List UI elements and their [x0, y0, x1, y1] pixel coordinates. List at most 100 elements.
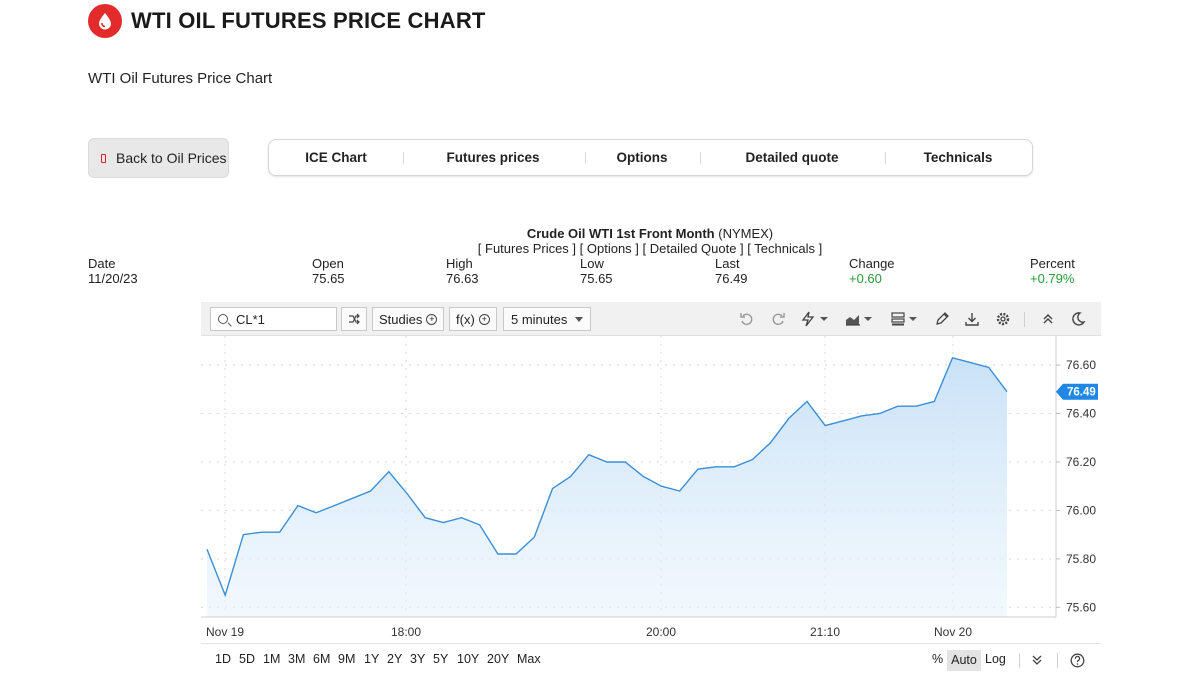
oil-barrel-icon [101, 153, 106, 163]
stat-label: Percent [1030, 256, 1075, 271]
logo [88, 4, 122, 38]
x-tick-label: 20:00 [646, 625, 676, 639]
draw-tools-icon[interactable] [800, 311, 830, 327]
range-3y[interactable]: 3Y [410, 652, 426, 666]
chart-area [206, 356, 1008, 617]
y-tick-label: 76.20 [1066, 455, 1096, 469]
undo-icon[interactable] [739, 311, 755, 327]
fx-button[interactable]: f(x) + [449, 307, 497, 331]
tab-ice-chart[interactable]: ICE Chart [305, 150, 367, 165]
interval-label: 5 minutes [511, 311, 568, 327]
settings-icon[interactable] [995, 311, 1011, 327]
last-price-marker: 76.49 [1056, 383, 1098, 400]
range-3m[interactable]: 3M [288, 652, 306, 666]
range-separator [1057, 653, 1058, 668]
tab-separator [700, 152, 701, 164]
stat-label: Open [312, 256, 344, 271]
x-tick-label: Nov 19 [206, 625, 244, 639]
stat-percent: Percent +0.79% [1030, 256, 1075, 286]
compare-button[interactable] [341, 307, 367, 331]
stat-label: Low [580, 256, 604, 271]
plus-icon: + [478, 313, 490, 325]
range-1d[interactable]: 1D [215, 652, 231, 666]
chart-type-icon[interactable] [844, 311, 874, 327]
price-chart[interactable]: 76.60 76.40 76.20 76.00 75.80 75.60 Nov 19 18:… [201, 336, 1101, 643]
expand-down-icon[interactable] [1031, 654, 1043, 666]
quote-links[interactable]: [ Futures Prices ] [ Options ] [ Detaile… [477, 241, 823, 256]
stat-date: Date 11/20/23 [88, 256, 138, 286]
quote-exchange: (NYMEX) [718, 226, 774, 241]
range-5y[interactable]: 5Y [433, 652, 449, 666]
stat-label: High [446, 256, 473, 271]
auto-scale-button[interactable]: Auto [947, 650, 981, 671]
range-5d[interactable]: 5D [239, 652, 255, 666]
toolbar-separator [1024, 312, 1025, 327]
interval-select[interactable]: 5 minutes [503, 307, 591, 331]
range-1y[interactable]: 1Y [364, 652, 380, 666]
redo-icon[interactable] [770, 311, 786, 327]
pencil-icon[interactable] [934, 311, 950, 327]
stat-label: Date [88, 256, 116, 271]
stat-value: 76.63 [446, 271, 479, 286]
y-tick-label: 76.00 [1066, 503, 1096, 517]
range-max[interactable]: Max [517, 652, 541, 666]
area-fill [207, 357, 1007, 617]
range-10y[interactable]: 10Y [457, 652, 480, 666]
tab-detailed-quote[interactable]: Detailed quote [745, 150, 839, 165]
studies-button[interactable]: Studies + [372, 307, 445, 331]
y-tick-label: 75.80 [1066, 552, 1096, 566]
stat-high: High 76.63 [446, 256, 479, 286]
x-tick-label: 21:10 [810, 625, 840, 639]
range-bar: 1D 5D 1M 3M 6M 9M 1Y 2Y 3Y 5Y 10Y 20Y Ma… [201, 643, 1101, 675]
tab-options[interactable]: Options [616, 150, 668, 165]
y-tick-label: 76.60 [1066, 358, 1096, 372]
fx-label: f(x) [456, 311, 475, 327]
stat-value: 75.65 [580, 271, 613, 286]
download-icon[interactable] [964, 311, 980, 327]
back-to-oil-prices-button[interactable]: Back to Oil Prices [88, 138, 229, 178]
range-20y[interactable]: 20Y [487, 652, 510, 666]
y-axis-ticks: 76.60 76.40 76.20 76.00 75.80 75.60 [1056, 358, 1096, 614]
tab-separator [585, 152, 586, 164]
layout-icon[interactable] [890, 311, 920, 327]
x-tick-label: Nov 20 [934, 625, 972, 639]
range-2y[interactable]: 2Y [387, 652, 403, 666]
last-price-label: 76.49 [1067, 387, 1096, 399]
range-9m[interactable]: 9M [338, 652, 356, 666]
back-button-label: Back to Oil Prices [116, 150, 227, 166]
symbol-value: CL*1 [236, 311, 265, 327]
stat-label: Last [715, 256, 740, 271]
percent-scale-button[interactable]: % [932, 652, 944, 666]
tab-separator [403, 152, 404, 164]
chevron-down-icon [575, 316, 584, 322]
symbol-search-input[interactable]: CL*1 [210, 307, 337, 331]
oil-drop-icon [99, 13, 111, 30]
price-line [206, 356, 1008, 598]
range-6m[interactable]: 6M [313, 652, 331, 666]
stat-value: +0.60 [849, 271, 882, 286]
stat-value: 11/20/23 [88, 271, 138, 286]
tab-technicals[interactable]: Technicals [923, 150, 993, 165]
page-subtitle: WTI Oil Futures Price Chart [88, 70, 273, 87]
stat-change: Change +0.60 [849, 256, 895, 286]
tab-futures-prices[interactable]: Futures prices [446, 150, 540, 165]
range-separator [1019, 653, 1020, 668]
plus-icon: + [426, 313, 438, 325]
chart-toolbar: CL*1 Studies + f(x) + 5 minutes [201, 302, 1101, 336]
dark-mode-icon[interactable] [1070, 311, 1086, 327]
x-axis-ticks: Nov 19 18:00 20:00 21:10 Nov 20 [206, 625, 972, 639]
search-icon [218, 314, 228, 324]
stat-label: Change [849, 256, 895, 271]
stat-value: 76.49 [715, 271, 748, 286]
stat-open: Open 75.65 [312, 256, 345, 286]
studies-label: Studies [379, 311, 423, 327]
log-scale-button[interactable]: Log [985, 652, 1006, 666]
stat-value: 75.65 [312, 271, 345, 286]
range-1m[interactable]: 1M [263, 652, 281, 666]
help-icon[interactable] [1070, 653, 1085, 668]
collapse-icon[interactable] [1040, 311, 1056, 327]
y-tick-label: 76.40 [1066, 407, 1096, 421]
last-price-tag [1056, 383, 1098, 400]
nav-tabs: ICE Chart Futures prices Options Detaile… [268, 139, 1033, 176]
stat-low: Low 75.65 [580, 256, 613, 286]
